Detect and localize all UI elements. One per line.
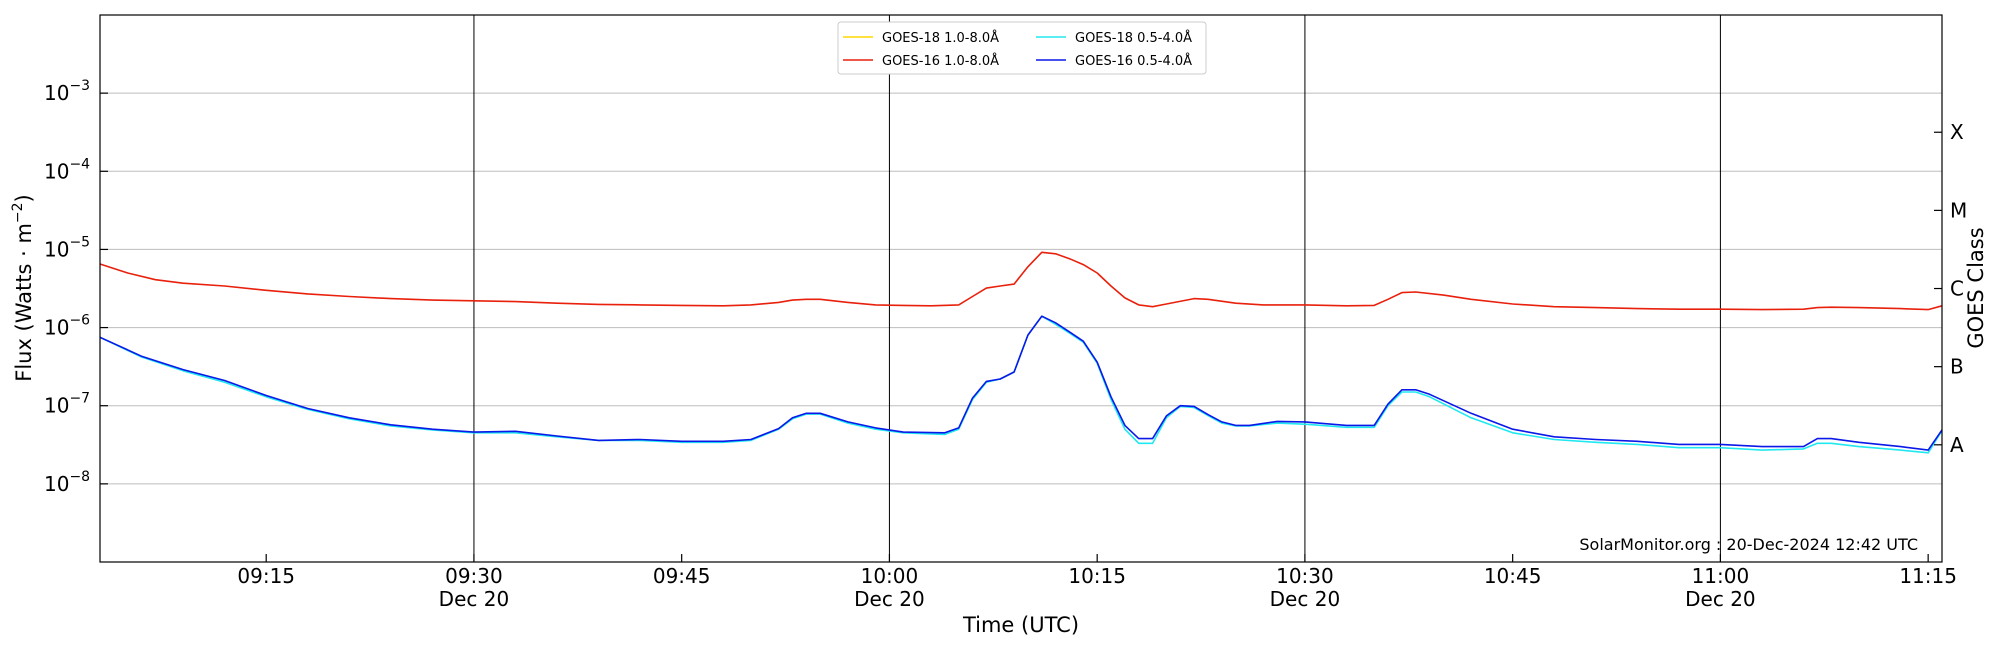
y-tick-base-0: 10 xyxy=(44,472,69,496)
x-tick-label-2: 09:45 xyxy=(653,564,711,588)
y2-axis-label: GOES Class xyxy=(1964,227,1988,348)
y-tick-label-3: 10−5 xyxy=(44,234,90,261)
y-tick-exp-2: −6 xyxy=(69,313,90,329)
y-tick-exp-1: −7 xyxy=(69,391,90,407)
x-tick-label-7: 11:00 xyxy=(1692,564,1750,588)
legend-label-goes16-short: GOES-16 0.5-4.0Å xyxy=(1075,53,1192,69)
y-tick-exp-5: −3 xyxy=(69,78,90,94)
class-tick-label-1: B xyxy=(1950,355,1964,379)
series-line-3 xyxy=(99,315,1943,451)
y-axis-label-exponent: −2 xyxy=(10,202,26,223)
y-tick-base-2: 10 xyxy=(44,316,69,340)
day-marker-lines xyxy=(473,15,1721,562)
x-axis-label: Time (UTC) xyxy=(962,613,1079,637)
y-axis-ticks: 10−810−710−610−510−410−3 xyxy=(44,78,108,496)
y-tick-label-2: 10−6 xyxy=(44,313,90,340)
y-tick-base-5: 10 xyxy=(44,81,69,105)
y-tick-label-4: 10−4 xyxy=(44,156,90,183)
legend: GOES-18 1.0-8.0Å GOES-16 1.0-8.0Å GOES-1… xyxy=(837,21,1207,75)
x-tick-date-7: Dec 20 xyxy=(1685,587,1756,611)
x-tick-date-3: Dec 20 xyxy=(854,587,925,611)
x-tick-label-3: 10:00 xyxy=(861,564,919,588)
x-tick-label-5: 10:30 xyxy=(1276,564,1334,588)
legend-label-goes18-long: GOES-18 1.0-8.0Å xyxy=(882,30,999,46)
plot-frame xyxy=(99,14,1943,563)
y-tick-exp-0: −8 xyxy=(69,469,90,485)
x-tick-label-1: 09:30 xyxy=(445,564,503,588)
y-tick-base-1: 10 xyxy=(44,394,69,418)
y-tick-label-1: 10−7 xyxy=(44,391,90,418)
class-tick-label-3: M xyxy=(1950,198,1967,222)
goes-class-ticks: A B C M X xyxy=(1934,120,1967,457)
gridlines xyxy=(100,92,1942,485)
legend-label-goes16-long: GOES-16 1.0-8.0Å xyxy=(882,53,999,69)
y-axis-label: Flux (Watts · m−2) xyxy=(10,194,36,382)
x-tick-label-0: 09:15 xyxy=(237,564,295,588)
y-axis-label-close: ) xyxy=(12,194,36,202)
x-tick-label-8: 11:15 xyxy=(1899,564,1957,588)
y-tick-base-3: 10 xyxy=(44,237,69,261)
footnote: SolarMonitor.org : 20-Dec-2024 12:42 UTC xyxy=(1579,535,1918,554)
x-tick-label-6: 10:45 xyxy=(1484,564,1542,588)
y-tick-label-5: 10−3 xyxy=(44,78,90,105)
x-tick-date-5: Dec 20 xyxy=(1270,587,1341,611)
class-tick-label-0: A xyxy=(1950,433,1964,457)
y-tick-exp-3: −5 xyxy=(69,234,90,250)
series-line-1 xyxy=(99,251,1943,311)
y-tick-exp-4: −4 xyxy=(69,156,90,172)
x-tick-label-4: 10:15 xyxy=(1068,564,1126,588)
y-tick-label-0: 10−8 xyxy=(44,469,90,496)
legend-box xyxy=(837,21,1207,75)
y-tick-base-4: 10 xyxy=(44,159,69,183)
x-tick-date-1: Dec 20 xyxy=(439,587,510,611)
series-line-2 xyxy=(99,315,1943,454)
legend-label-goes18-short: GOES-18 0.5-4.0Å xyxy=(1075,30,1192,46)
class-tick-label-2: C xyxy=(1950,277,1964,301)
flux-series xyxy=(99,251,1943,454)
class-tick-label-4: X xyxy=(1950,120,1964,144)
y-axis-label-main: Flux (Watts · m xyxy=(12,223,36,382)
